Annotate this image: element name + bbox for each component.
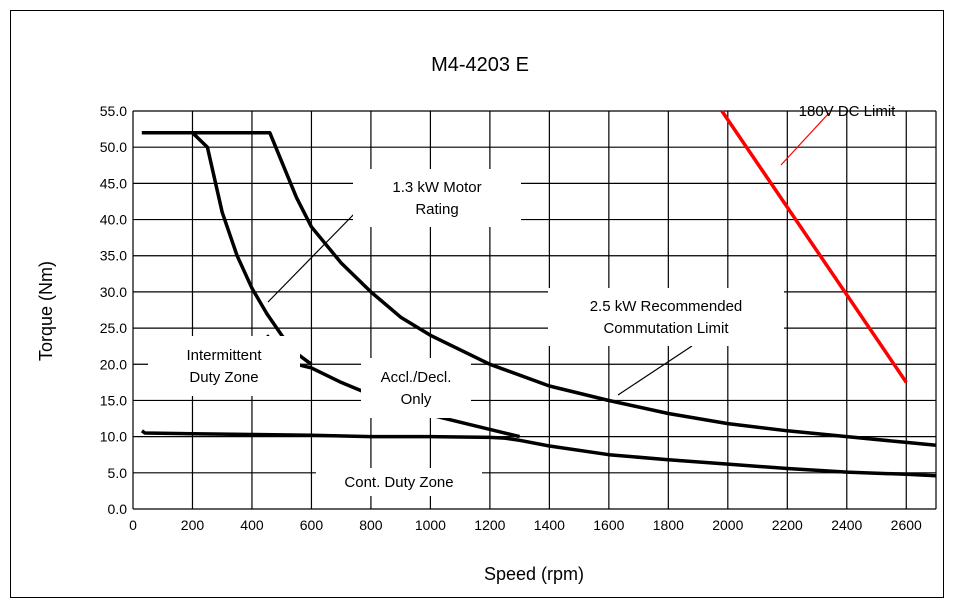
y-tick-label: 20.0 (100, 356, 127, 372)
y-tick-label: 25.0 (100, 320, 127, 336)
y-tick-label: 50.0 (100, 139, 127, 155)
x-tick-label: 1000 (415, 517, 446, 533)
series-line-2 (141, 130, 937, 448)
series-line-5 (720, 110, 908, 384)
grid (132, 110, 937, 510)
y-tick-label: 40.0 (100, 212, 127, 228)
annotation-leader (267, 209, 359, 303)
series-line-3 (140, 429, 937, 478)
x-tick-label: 400 (240, 517, 264, 533)
series-line-1 (141, 130, 313, 366)
y-tick-label: 0.0 (108, 501, 128, 517)
x-tick-label: 2400 (831, 517, 862, 533)
y-axis-label: Torque (Nm) (36, 261, 56, 361)
annotation-text: Cont. Duty Zone (344, 474, 453, 491)
annotation-text: Accl./Decl. (381, 369, 452, 386)
annotation-text: Commutation Limit (603, 320, 729, 337)
annotation-text: 2.5 kW Recommended (590, 298, 743, 315)
annotation-text: Rating (415, 201, 458, 218)
ticks: 0.0 5.0 10.0 15.0 20.0 25.0 30.0 35.0 40.0 45.0 50… (100, 103, 922, 533)
y-tick-label: 5.0 (108, 465, 128, 481)
x-tick-label: 2600 (891, 517, 922, 533)
y-tick-label: 45.0 (100, 175, 127, 191)
annotation-box (148, 336, 300, 396)
y-tick-label: 15.0 (100, 392, 127, 408)
chart-frame (10, 10, 944, 598)
annotation-box (353, 169, 521, 227)
annotation-box (548, 288, 784, 346)
x-tick-label: 1800 (653, 517, 684, 533)
y-tick-label: 10.0 (100, 429, 127, 445)
series-layer (140, 110, 937, 478)
annotation-box (316, 468, 482, 496)
annotation-leader (617, 345, 693, 396)
x-tick-label: 2200 (772, 517, 803, 533)
annotation-text: Duty Zone (189, 369, 258, 386)
annotation-text: Only (401, 391, 432, 408)
x-tick-label: 1200 (474, 517, 505, 533)
y-tick-label: 55.0 (100, 103, 127, 119)
x-axis-label: Speed (rpm) (484, 564, 584, 584)
x-tick-label: 2000 (712, 517, 743, 533)
chart-title: M4-4203 E (431, 54, 529, 76)
annotation-text: 1.3 kW Motor (392, 179, 481, 196)
y-tick-label: 35.0 (100, 248, 127, 264)
y-tick-label: 30.0 (100, 284, 127, 300)
annotation-leaders (267, 112, 830, 396)
x-tick-label: 0 (129, 517, 137, 533)
annotations: 1.3 kW Motor Rating 2.5 kW Recommended Comm… (148, 103, 896, 496)
annotation-leader (780, 112, 830, 166)
annotation-box (361, 358, 471, 418)
annotation-text: Intermittent (186, 347, 262, 364)
x-tick-label: 1400 (534, 517, 565, 533)
annotation-text: 180V DC Limit (799, 103, 897, 120)
x-tick-label: 200 (181, 517, 205, 533)
x-tick-label: 600 (300, 517, 324, 533)
x-tick-label: 800 (359, 517, 383, 533)
x-tick-label: 1600 (593, 517, 624, 533)
